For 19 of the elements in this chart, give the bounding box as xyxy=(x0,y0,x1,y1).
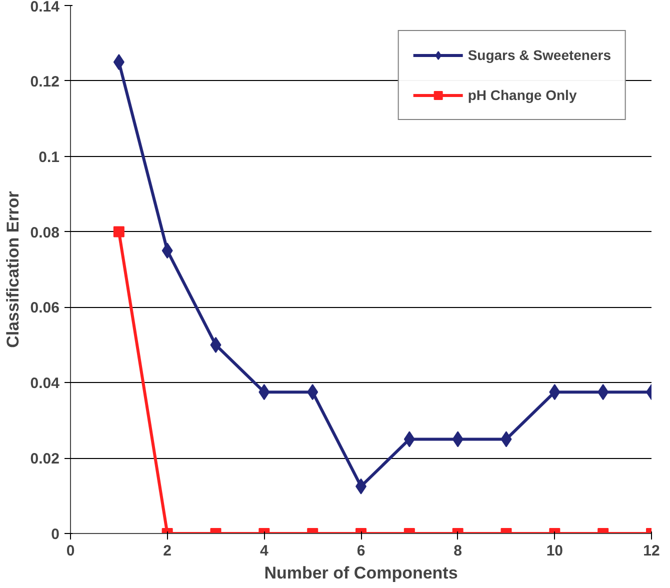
x-tick-label: 12 xyxy=(643,542,660,560)
y-tick-label: 0.12 xyxy=(30,73,60,90)
y-tick-label: 0.1 xyxy=(38,148,60,166)
y-tick-label: 0 xyxy=(51,526,60,543)
x-tick-label: 0 xyxy=(66,542,75,560)
y-tick-label: 0.14 xyxy=(30,0,60,16)
x-tick-label: 2 xyxy=(163,542,172,560)
x-tick-label: 8 xyxy=(454,542,462,560)
y-tick-label: 0.02 xyxy=(30,450,60,468)
y-axis-title: Classification Error xyxy=(3,190,22,348)
y-tick-label: 0.04 xyxy=(30,375,60,392)
legend-label: pH Change Only xyxy=(468,87,577,103)
x-tick-label: 10 xyxy=(546,542,564,560)
y-tick-label: 0.08 xyxy=(30,224,60,242)
legend-label: Sugars & Sweeteners xyxy=(468,47,611,63)
x-tick-label: 4 xyxy=(260,542,269,560)
x-tick-label: 6 xyxy=(356,542,366,560)
y-tick-label: 0.06 xyxy=(30,300,60,317)
x-axis-title: Number of Components xyxy=(264,564,458,582)
